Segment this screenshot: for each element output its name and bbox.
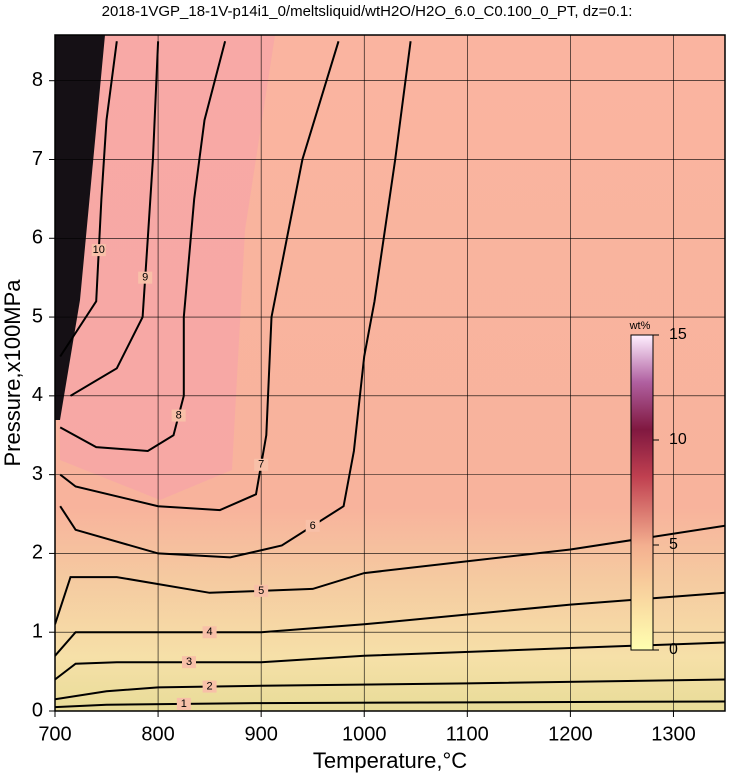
plot-frame xyxy=(54,34,726,712)
y-tick-label: 6 xyxy=(32,227,43,249)
colorbar xyxy=(630,334,654,651)
x-tick-label: 700 xyxy=(38,723,71,745)
y-tick-label: 2 xyxy=(32,542,43,564)
x-tick-label: 1300 xyxy=(651,723,696,745)
contour-label: 3 xyxy=(186,656,192,668)
colorbar-tick-label: 0 xyxy=(669,641,678,658)
contour-label: 4 xyxy=(207,626,213,638)
contour-label: 7 xyxy=(258,459,264,471)
y-tick-label: 3 xyxy=(32,463,43,485)
contour-label: 2 xyxy=(207,680,213,692)
contour-label-bg xyxy=(91,244,106,257)
colorbar-tick-label: 5 xyxy=(669,536,678,553)
contour-label: 8 xyxy=(176,409,182,421)
contour-label: 9 xyxy=(142,272,148,284)
saturated-region xyxy=(55,35,105,420)
y-axis-label: Pressure,x100MPa xyxy=(0,279,25,467)
y-tick-label: 0 xyxy=(32,699,43,721)
contour-label-bg xyxy=(305,519,320,532)
x-tick-label: 900 xyxy=(244,723,277,745)
contour-line xyxy=(55,641,725,681)
contour-label-bg xyxy=(182,656,196,669)
contour-label: 10 xyxy=(93,244,105,256)
contour-line xyxy=(59,41,227,453)
contour-label: 1 xyxy=(181,698,187,710)
y-tick-label: 7 xyxy=(32,148,43,170)
y-tick-label: 8 xyxy=(32,69,43,91)
contour-label-bg xyxy=(254,458,269,471)
x-tick-label: 1100 xyxy=(446,723,489,745)
contour-line xyxy=(59,41,118,358)
colorbar-tick-label: 10 xyxy=(669,431,687,448)
high-water-region xyxy=(55,35,275,500)
contour-label-bg xyxy=(171,409,186,422)
x-tick-label: 800 xyxy=(141,723,174,745)
contour-label: 6 xyxy=(310,520,316,532)
colorbar-tick-label: 15 xyxy=(669,326,687,343)
chart-title: 2018-1VGP_18-1V-p14i1_0/meltsliquid/wtH2… xyxy=(102,3,633,20)
contour-label-bg xyxy=(138,271,153,284)
x-tick-label: 1200 xyxy=(548,723,593,745)
contour-label-bg xyxy=(202,680,217,693)
contour-label: 5 xyxy=(258,585,264,597)
y-tick-label: 5 xyxy=(32,305,43,327)
contour-line xyxy=(55,591,725,657)
y-tick-label: 4 xyxy=(32,384,43,406)
colorbar-label: wt% xyxy=(629,320,651,332)
contour-label-bg xyxy=(176,697,191,710)
contour-label-bg xyxy=(254,584,269,597)
x-tick-label: 1000 xyxy=(342,723,387,745)
contour-label-bg xyxy=(202,626,217,639)
contour-line xyxy=(59,41,412,559)
y-tick-label: 1 xyxy=(32,620,43,642)
x-axis-label: Temperature,°C xyxy=(313,748,467,773)
